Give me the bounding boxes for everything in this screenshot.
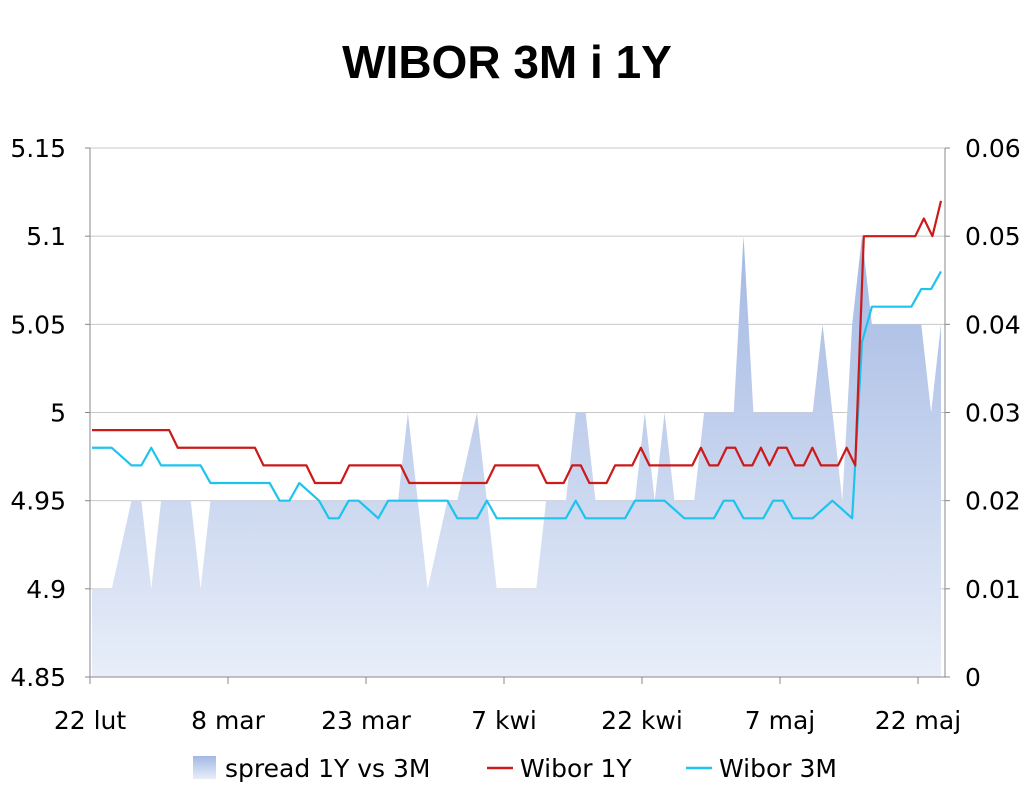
x-tick-label: 23 mar (321, 706, 411, 735)
legend-label-wibor-3m: Wibor 3M (719, 754, 837, 783)
y-right-tick-label: 0.01 (965, 575, 1021, 604)
y-left-tick-label: 5.15 (10, 134, 66, 163)
y-left-tick-label: 4.85 (10, 663, 66, 692)
legend-label-wibor-1y: Wibor 1Y (520, 754, 632, 783)
axes: 5.15 0.06 5.1 0.05 5.05 0.04 5 0.03 4.95 0.02 4.9 0… (10, 134, 1020, 735)
x-tick-label: 22 maj (875, 706, 961, 735)
y-right-tick-label: 0.03 (965, 399, 1021, 428)
y-left-tick-label: 5.1 (26, 222, 66, 251)
series-lines (92, 200, 943, 520)
y-right-tick-label: 0.05 (965, 222, 1021, 251)
wibor-1y-line (92, 200, 943, 485)
x-tick-label: 7 kwi (471, 706, 537, 735)
y-right-tick-label: 0 (965, 663, 981, 692)
y-right-tick-label: 0.02 (965, 487, 1021, 516)
legend-swatch-spread (193, 756, 216, 779)
legend-label-spread: spread 1Y vs 3M (225, 754, 431, 783)
y-left-tick-label: 5.05 (10, 310, 66, 339)
spread-area-shape (92, 236, 941, 678)
x-tick-label: 8 mar (191, 706, 266, 735)
x-tick-label: 22 kwi (601, 706, 683, 735)
legend: spread 1Y vs 3M Wibor 1Y Wibor 3M (193, 754, 837, 783)
spread-area (92, 236, 941, 678)
chart-title: WIBOR 3M i 1Y (342, 36, 672, 88)
y-right-tick-label: 0.04 (965, 310, 1021, 339)
wibor-3m-line (92, 270, 942, 520)
y-right-tick-label: 0.06 (965, 134, 1021, 163)
y-left-tick-label: 4.9 (26, 575, 66, 604)
x-tick-label: 22 lut (54, 706, 127, 735)
y-left-tick-label: 5 (50, 399, 66, 428)
x-tick-label: 7 maj (745, 706, 815, 735)
y-left-tick-label: 4.95 (10, 487, 66, 516)
